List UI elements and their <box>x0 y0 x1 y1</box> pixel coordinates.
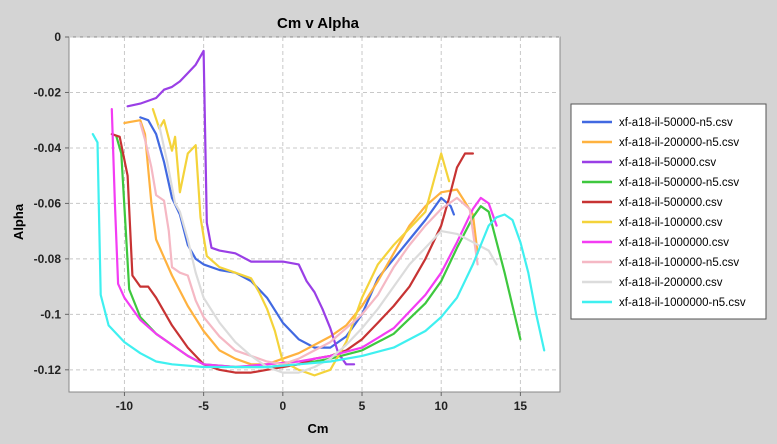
y-tick-label: 0 <box>54 30 61 44</box>
series-line-2 <box>123 119 479 366</box>
legend-label: xf-a18-il-100000-n5.csv <box>619 257 739 269</box>
series-layer <box>91 49 546 377</box>
legend-label: xf-a18-il-50000.csv <box>619 157 716 169</box>
x-axis-label: Cm <box>308 421 329 436</box>
x-tick-label: 15 <box>514 399 528 413</box>
series-line-5 <box>110 133 474 374</box>
legend-label: xf-a18-il-200000-n5.csv <box>619 137 739 149</box>
x-tick-label: 5 <box>359 399 366 413</box>
legend-label: xf-a18-il-50000-n5.csv <box>619 117 733 129</box>
y-axis-label: Alpha <box>11 203 26 240</box>
legend-label: xf-a18-il-1000000-n5.csv <box>619 297 746 309</box>
y-tick-label: -0.06 <box>34 196 62 210</box>
series-line-9 <box>158 124 498 374</box>
series-line-8 <box>139 121 479 366</box>
x-tick-label: -5 <box>198 399 209 413</box>
y-tick-label: -0.1 <box>40 307 61 321</box>
legend-label: xf-a18-il-100000.csv <box>619 217 723 229</box>
series-line-10 <box>91 133 546 369</box>
series-line-3 <box>126 49 356 366</box>
y-tick-label: -0.02 <box>34 85 62 99</box>
y-tick-label: -0.08 <box>34 252 62 266</box>
legend-label: xf-a18-il-500000.csv <box>619 197 723 209</box>
y-tick-label: -0.04 <box>34 141 62 155</box>
series-line-1 <box>139 116 455 349</box>
x-tick-label: 10 <box>435 399 449 413</box>
legend-label: xf-a18-il-1000000.csv <box>619 237 729 249</box>
y-tick-label: -0.12 <box>34 363 62 377</box>
legend-label: xf-a18-il-200000.csv <box>619 277 723 289</box>
x-tick-label: -10 <box>116 399 134 413</box>
series-line-7 <box>110 108 498 369</box>
axis-layer: -10 -5 0 5 10 15 0 -0.02 -0.04 -0.06 -0.08 -0.1 -0.1… <box>34 30 528 413</box>
legend-label: xf-a18-il-500000-n5.csv <box>619 177 739 189</box>
chart-title: Cm v Alpha <box>277 15 360 32</box>
x-tick-label: 0 <box>279 399 286 413</box>
plot-area <box>68 36 561 393</box>
series-line-6 <box>151 108 451 377</box>
legend: xf-a18-il-50000-n5.csv xf-a18-il-200000-n… <box>570 103 767 320</box>
